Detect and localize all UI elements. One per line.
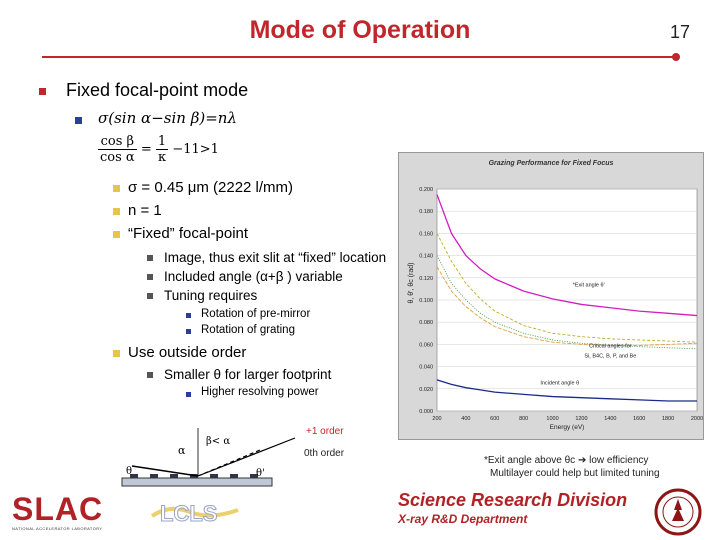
y-tick-label: 0.020 (419, 387, 433, 393)
bullet-square (147, 255, 153, 261)
stanford-seal-icon (654, 488, 702, 536)
label-plus1-order: +1 order (306, 426, 344, 437)
footer-department: X-ray R&D Department (398, 512, 528, 526)
title-divider (42, 56, 678, 58)
eq-sigma: σ (98, 109, 109, 127)
bullet-square (147, 372, 153, 378)
page-number: 17 (669, 22, 690, 42)
eq2-num2: 1 (155, 134, 169, 150)
bullet-square (113, 185, 120, 192)
incident-ray (131, 465, 199, 477)
param-fixed-focus: “Fixed” focal-point (128, 225, 249, 242)
x-axis-label: Energy (eV) (550, 424, 585, 431)
grating-equation: σ(sin α−sin β)=nλ (98, 109, 237, 127)
y-tick-label: 0.060 (419, 342, 433, 348)
chart-note-line2: Multilayer could help but limited tuning (490, 468, 660, 479)
bullet-square (113, 231, 120, 238)
x-tick-label: 800 (519, 416, 528, 422)
grating-surface (121, 477, 273, 487)
chart-annotation: Incident angle θ (540, 380, 579, 386)
bullet-square (147, 274, 153, 280)
diagram-theta-prime: θ' (256, 468, 265, 479)
diagram-alpha: α (178, 444, 186, 457)
lcls-logo-graphic: LCLS (150, 501, 239, 527)
sub-item-image: Image, thus exit slit at “fixed” locatio… (164, 250, 387, 265)
bullet-square (113, 208, 120, 215)
series-line-1 (436, 233, 698, 343)
exit-ray (197, 449, 261, 477)
bullet-square (113, 350, 120, 357)
bullet-square (186, 329, 191, 334)
label-zero-order: 0th order (304, 448, 345, 459)
x-tick-label: 1400 (604, 416, 616, 422)
series-line-2 (436, 255, 698, 350)
x-tick-label: 1800 (662, 416, 674, 422)
main-bullet-text: Fixed focal-point mode (66, 80, 249, 100)
y-tick-label: 0.040 (419, 365, 433, 371)
bullet-square (147, 293, 153, 299)
footer-division: Science Research Division (398, 490, 628, 510)
eq-alpha: α (141, 109, 152, 127)
title-divider-dot (672, 53, 680, 61)
y-tick-label: 0.200 (419, 187, 433, 193)
x-tick-label: 200 (432, 416, 441, 422)
bullet-square (75, 117, 82, 124)
bullet-square (186, 313, 191, 318)
outside-sub2-text: Higher resolving power (201, 386, 319, 398)
eq2-rhs: −11>1 (172, 142, 219, 157)
param-order: n = 1 (128, 202, 162, 219)
lcls-logo: LCLS (150, 494, 240, 528)
chart-annotation: Si, B4C, B, P, and Be (584, 354, 636, 360)
eq2-den2: κ (157, 150, 167, 165)
grating-diagram: α β< α θ θ' +1 order 0th order (121, 426, 345, 487)
x-tick-label: 1200 (575, 416, 587, 422)
outside-order-text: Use outside order (128, 344, 247, 361)
sub-item-included-angle: Included angle (α+β ) variable (164, 269, 343, 284)
series-line-3 (436, 266, 698, 346)
y-axis-label: θ, θ', θc (rad) (408, 262, 415, 303)
param-sigma: σ = 0.45 μm (2222 l/mm) (128, 179, 294, 196)
slac-logo-text: SLAC (12, 491, 104, 527)
x-tick-label: 400 (461, 416, 470, 422)
slac-logo-subtext: NATIONAL ACCELERATOR LABORATORY (12, 526, 103, 531)
chart-title: Grazing Performance for Fixed Focus (489, 160, 614, 167)
y-tick-label: 0.000 (419, 409, 433, 415)
eq2-num: cos β (98, 134, 137, 150)
grazing-performance-chart: Grazing Performance for Fixed Focus 0.00… (398, 152, 704, 440)
sub-item-tuning: Tuning requires (164, 288, 258, 303)
y-tick-label: 0.100 (419, 298, 433, 304)
eq-minus: −sin (151, 109, 186, 127)
eq2-mid: = (140, 142, 152, 157)
y-tick-label: 0.120 (419, 276, 433, 282)
lcls-logo-text: LCLS (160, 501, 217, 526)
bullet-square (186, 392, 191, 397)
chart-svg: Grazing Performance for Fixed Focus 0.00… (408, 160, 703, 431)
diagram-theta: θ (126, 466, 132, 477)
y-tick-label: 0.140 (419, 254, 433, 260)
slac-logo: SLAC NATIONAL ACCELERATOR LABORATORY (12, 492, 132, 534)
series-line-4 (436, 379, 697, 402)
page-title: Mode of Operation (249, 16, 471, 44)
outside-sub-text: Smaller θ for larger footprint (164, 367, 332, 382)
tuning-item-premirror: Rotation of pre-mirror (201, 308, 311, 320)
series-line-0 (436, 194, 698, 317)
y-tick-label: 0.080 (419, 320, 433, 326)
chart-annotation: Critical angles for (589, 344, 632, 350)
eq2-den: cos α (100, 150, 135, 165)
y-tick-label: 0.180 (419, 209, 433, 215)
eq-open: (sin (108, 109, 137, 127)
diagram-beta: β< α (206, 436, 230, 447)
eq-beta: β (190, 109, 200, 127)
y-tick-label: 0.160 (419, 231, 433, 237)
x-tick-label: 1000 (546, 416, 558, 422)
chart-note-line1: *Exit angle above θc ➔ low efficiency (484, 455, 649, 466)
bullet-square (39, 88, 46, 95)
x-tick-label: 1600 (633, 416, 645, 422)
tuning-item-grating: Rotation of grating (201, 324, 295, 336)
x-tick-label: 600 (490, 416, 499, 422)
x-tick-label: 2000 (691, 416, 703, 422)
chart-annotation: *Exit angle θ' (573, 283, 605, 289)
eq-rhs: )=nλ (199, 109, 237, 127)
